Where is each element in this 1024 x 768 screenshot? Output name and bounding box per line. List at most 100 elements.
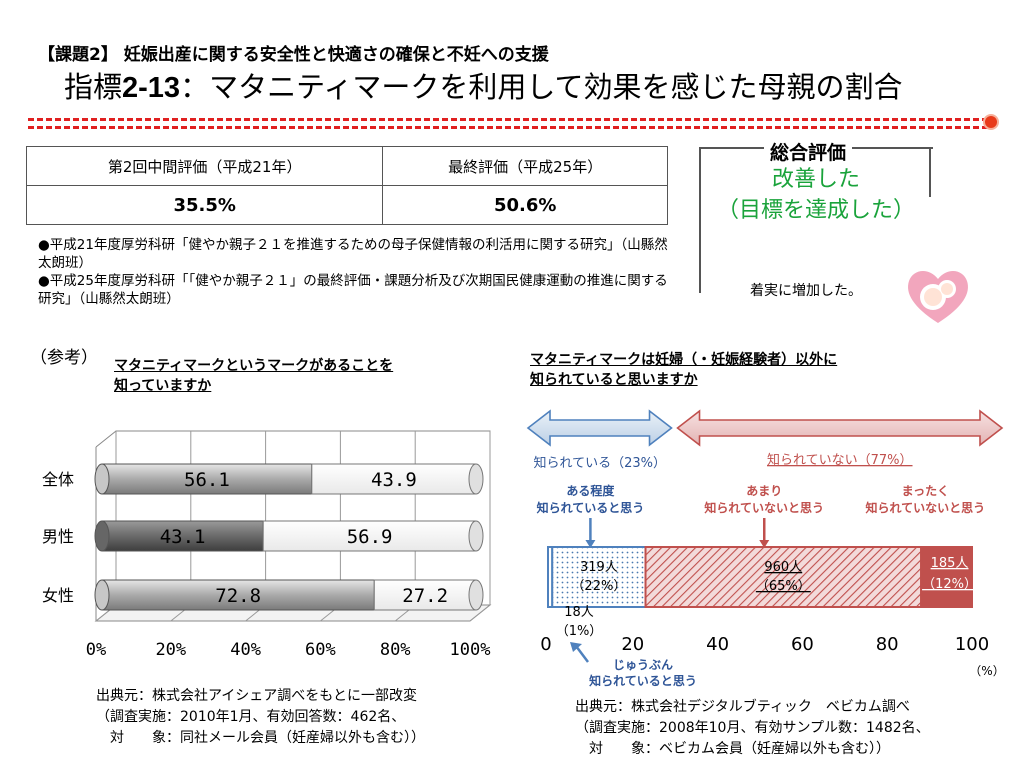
chart1-bar-cap bbox=[468, 520, 484, 552]
page-title: 指標2-13：マタニティマークを利用して効果を感じた母親の割合 bbox=[64, 68, 1004, 107]
chart1-bar-cap bbox=[94, 463, 110, 495]
unknown-label: 知られていない（77%） bbox=[767, 452, 913, 468]
chart1-axis-edge bbox=[95, 430, 117, 448]
source-line: （調査実施：2010年1月、有効回答数：462名、 bbox=[96, 709, 406, 725]
title-code: 2-13 bbox=[122, 72, 181, 104]
table-value-cell: 35.5% bbox=[25, 185, 384, 225]
chart1-value-label: 72.8 bbox=[215, 585, 261, 607]
chart1-x-tick-label: 20% bbox=[155, 640, 186, 660]
question-line: 知っていますか bbox=[114, 378, 212, 394]
maternity-mark-icon bbox=[908, 270, 968, 323]
divider-line-2 bbox=[28, 126, 988, 129]
notes: ●平成21年度厚労科研「健やか親子２１を推進するための母子保健情報の利活用に関す… bbox=[38, 236, 678, 308]
chart1-bar-segment bbox=[101, 520, 264, 552]
question-line: 知られていると思いますか bbox=[530, 372, 698, 388]
chart2-bar-segment bbox=[920, 546, 973, 608]
table-header-cell: 第2回中間評価（平成21年） bbox=[25, 146, 384, 186]
pointer-arrowhead bbox=[759, 540, 770, 548]
chart1-awareness: 0% 20% 40% 60% 80% 100% 全体 56.1 43.9 男性 43.1 56.9 女性… bbox=[42, 430, 492, 660]
chart2-segment-label: 960人 bbox=[764, 560, 802, 575]
chart2-x-tick-label: 0 bbox=[540, 634, 551, 655]
chart2-segment-label: 185人 bbox=[931, 556, 969, 571]
chart1-bar-segment bbox=[101, 579, 375, 611]
chart1-category-label: 女性 bbox=[42, 586, 74, 605]
chart1-question: マタニティマークというマークがあることを 知っていますか bbox=[114, 356, 393, 396]
chart2-source: 出典元：株式会社デジタルブティック ベビカム調べ （調査実施：2008年10月、… bbox=[575, 697, 930, 760]
chart1-bar-cap bbox=[468, 579, 484, 611]
chart2-segment-label: 319人 bbox=[580, 560, 618, 575]
note-item: ●平成21年度厚労科研「健やか親子２１を推進するための母子保健情報の利活用に関す… bbox=[38, 237, 668, 271]
chart1-x-tick-label: 0% bbox=[86, 640, 106, 660]
overall-evaluation-note: 着実に増加した。 bbox=[750, 283, 862, 299]
topic-heading: 【課題2】 妊娠出産に関する安全性と快適さの確保と不妊への支援 bbox=[38, 45, 549, 65]
chart1-value-label: 43.9 bbox=[371, 469, 417, 491]
chart2-question: マタニティマークは妊婦（・妊娠経験者）以外に 知られていると思いますか bbox=[530, 350, 837, 390]
title-text: ：マタニティマークを利用して効果を感じた母親の割合 bbox=[180, 70, 903, 104]
category-label-not-at-all: 知られていないと思う bbox=[865, 500, 986, 515]
category-label-known-some: 知られていると思う bbox=[536, 500, 645, 515]
table-row: 35.5% 50.6% bbox=[25, 185, 668, 225]
chart1-source: 出典元：株式会社アイシェア調べをもとに一部改変 （調査実施：2010年1月、有効… bbox=[96, 686, 425, 749]
known-label: 知られている（23%） bbox=[534, 455, 667, 471]
evaluation-table: 第2回中間評価（平成21年） 最終評価（平成25年） 35.5% 50.6% bbox=[25, 146, 668, 225]
pointer-arrow bbox=[575, 645, 589, 663]
table-header-row: 第2回中間評価（平成21年） 最終評価（平成25年） bbox=[25, 146, 668, 186]
pointer-arrowhead bbox=[585, 540, 596, 548]
category-label-not-at-all: まったく bbox=[902, 484, 950, 498]
chart2-x-tick-label: 20 bbox=[621, 634, 644, 655]
known-double-arrow bbox=[526, 409, 673, 447]
note-item: ●平成25年度厚労科研「「健やか親子２１」の最終評価・課題分析及び次期国民健康運… bbox=[38, 273, 668, 307]
chart1-bar-cap bbox=[94, 520, 110, 552]
result-line-2: （目標を達成した） bbox=[716, 198, 915, 223]
chart2-segment-label: （1%） bbox=[556, 624, 603, 639]
chart1-gridline-floor bbox=[469, 604, 491, 622]
chart2-segment-label: （22%） bbox=[571, 579, 626, 594]
result-line-1: 改善した bbox=[771, 167, 860, 192]
chart1-bar-cap bbox=[94, 579, 110, 611]
chart1-plot-wall bbox=[115, 430, 491, 606]
chart2-bar-segment bbox=[644, 546, 923, 608]
red-dot-icon bbox=[983, 114, 999, 130]
chart1-x-tick-label: 60% bbox=[305, 640, 336, 660]
chart2-x-tick-label: 100 bbox=[955, 634, 989, 655]
reference-label: （参考） bbox=[30, 348, 98, 368]
chart1-x-tick-label: 80% bbox=[380, 640, 411, 660]
chart1-bar-segment bbox=[262, 520, 477, 552]
title-prefix: 指標 bbox=[64, 70, 123, 104]
category-label-well-known: 知られていると思う bbox=[588, 673, 697, 688]
chart2-segment-label: （12%） bbox=[922, 577, 977, 592]
chart1-x-tick-label: 40% bbox=[230, 640, 261, 660]
chart2-unit-label: （%） bbox=[969, 664, 1004, 678]
chart1-bar-segment bbox=[311, 463, 477, 495]
category-label-not-much: 知られていないと思う bbox=[703, 500, 824, 515]
question-line: マタニティマークは妊婦（・妊娠経験者）以外に bbox=[530, 352, 838, 368]
chart1-category-label: 男性 bbox=[42, 527, 74, 546]
overall-evaluation-result: 改善した （目標を達成した） bbox=[716, 164, 916, 226]
source-line: 対 象：ベビカム会員（妊産婦以外も含む）） bbox=[575, 741, 890, 757]
chart1-category-label: 全体 bbox=[42, 470, 74, 489]
source-line: 出典元：株式会社デジタルブティック ベビカム調べ bbox=[575, 699, 910, 715]
unknown-double-arrow bbox=[676, 409, 1004, 447]
chart2-segment-label: （65%） bbox=[756, 579, 811, 594]
chart1-value-label: 27.2 bbox=[402, 585, 448, 607]
source-line: （調査実施：2008年10月、有効サンプル数：1482名、 bbox=[575, 720, 930, 736]
question-line: マタニティマークというマークがあることを bbox=[114, 358, 394, 374]
overall-evaluation-box-edge bbox=[929, 147, 931, 197]
overall-evaluation-title: 総合評価 bbox=[764, 138, 853, 165]
chart1-value-label: 56.9 bbox=[347, 526, 393, 548]
source-line: 出典元：株式会社アイシェア調べをもとに一部改変 bbox=[96, 688, 418, 704]
chart2-bar-segment bbox=[551, 546, 647, 608]
chart2-x-tick-label: 40 bbox=[706, 634, 729, 655]
chart1-value-label: 56.1 bbox=[184, 469, 230, 491]
divider-line bbox=[28, 118, 988, 121]
category-label-not-much: あまり bbox=[746, 484, 782, 498]
category-label-known-some: ある程度 bbox=[566, 483, 615, 498]
chart2-segment-label: 18人 bbox=[564, 605, 594, 620]
chart1-bar-cap bbox=[468, 463, 484, 495]
category-label-well-known: じゅうぶん bbox=[613, 658, 673, 672]
chart2-x-tick-label: 80 bbox=[876, 634, 899, 655]
table-header-cell: 最終評価（平成25年） bbox=[382, 146, 668, 186]
chart1-x-tick-label: 100% bbox=[450, 640, 491, 660]
chart1-value-label: 43.1 bbox=[160, 526, 206, 548]
